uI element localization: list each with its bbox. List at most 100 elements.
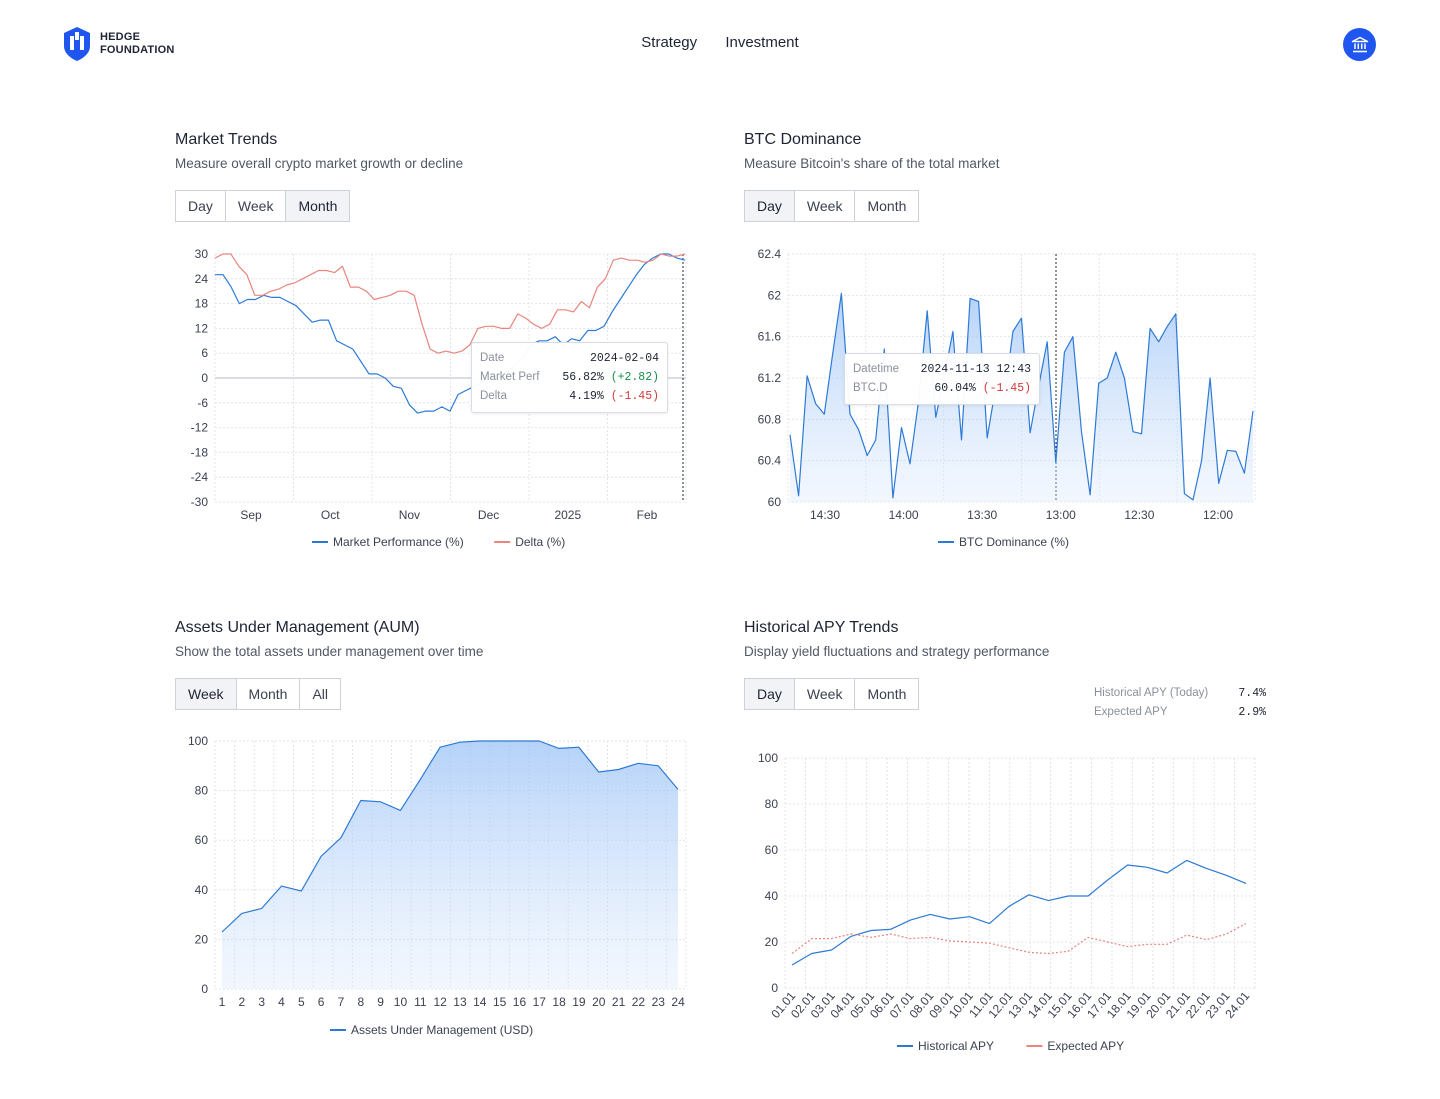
market-x-tick: Oct: [321, 508, 340, 522]
apy-series-line-1: [791, 923, 1247, 955]
apy-chart[interactable]: 100 80 60 40 20 0 01.01 02.01 03.01 04.01 05.01 06.…: [744, 745, 1259, 1055]
aum-x-tick: 22: [632, 995, 646, 1009]
btc-x-tick: 12:00: [1203, 508, 1233, 522]
aum-x-tick: 9: [377, 995, 384, 1009]
aum-area-fill: [222, 741, 678, 989]
aum-x-tick: 6: [318, 995, 325, 1009]
aum-x-tick: 12: [433, 995, 447, 1009]
aum-x-tick: 8: [357, 995, 364, 1009]
tooltip-btcd-change: (-1.45): [982, 382, 1031, 395]
brand-name: HEDGE FOUNDATION: [100, 31, 175, 57]
aum-chart[interactable]: 100 80 60 40 20 0 1 2 3 4 5 6 7 8 9 10 11 12 13 14 15 16 17 18 1…: [175, 730, 690, 1040]
market-series-line-0: [215, 253, 686, 414]
tooltip-perf-value: 56.82%: [562, 371, 604, 384]
aum-x-tick: 16: [513, 995, 527, 1009]
aum-panel: Assets Under Management (AUM) Show the t…: [175, 619, 735, 659]
aum-x-tick: 1: [219, 995, 226, 1009]
market-legend-label: Market Performance (%): [333, 535, 464, 549]
aum-y-tick: 0: [201, 982, 208, 996]
header: HEDGE FOUNDATION Strategy Investment: [0, 0, 1440, 90]
market-y-tick: -18: [191, 445, 209, 459]
aum-x-tick: 17: [533, 995, 547, 1009]
btc-dominance-panel: BTC Dominance Measure Bitcoin's share of…: [744, 131, 1304, 171]
market-trends-panel: Market Trends Measure overall crypto mar…: [175, 131, 735, 171]
aum-tab-week[interactable]: Week: [176, 679, 237, 709]
apy-tab-day[interactable]: Day: [745, 679, 795, 709]
apy-tab-week[interactable]: Week: [794, 679, 856, 709]
market-series-line-1: [214, 253, 686, 354]
market-y-tick: 12: [195, 321, 209, 335]
market-y-tick: -30: [191, 495, 209, 509]
aum-x-tick: 24: [671, 995, 685, 1009]
market-y-tick: -24: [191, 470, 209, 484]
btc-x-tick: 13:30: [967, 508, 997, 522]
aum-x-tick: 7: [338, 995, 345, 1009]
apy-y-tick: 60: [765, 843, 779, 857]
apy-title: Historical APY Trends: [744, 619, 899, 636]
btc-x-tick: 14:30: [810, 508, 840, 522]
market-y-tick: -12: [191, 421, 209, 435]
btc-tab-day[interactable]: Day: [745, 191, 795, 221]
apy-legend-label: Historical APY: [918, 1039, 994, 1053]
account-button[interactable]: [1343, 28, 1376, 61]
aum-y-tick: 20: [195, 932, 209, 946]
apy-stats: Historical APY (Today) 7.4% Expected APY 2…: [1094, 684, 1266, 722]
btc-y-tick: 60: [768, 495, 782, 509]
aum-tab-month[interactable]: Month: [236, 679, 301, 709]
aum-x-tick: 15: [493, 995, 507, 1009]
market-x-tick: Nov: [399, 508, 420, 522]
aum-x-tick: 13: [453, 995, 467, 1009]
market-x-tick: Sep: [240, 508, 262, 522]
apy-chart-svg: 10080604020001.0102.0103.0104.0105.0106.…: [758, 751, 1256, 1053]
market-tab-day[interactable]: Day: [176, 191, 226, 221]
market-chart[interactable]: 30 24 18 12 6 0 -6 -12 -18 -24 -30 Sep Oct Nov Dec 2025…: [175, 240, 690, 555]
market-subtitle: Measure overall crypto market growth or …: [175, 156, 464, 171]
aum-x-tick: 18: [552, 995, 566, 1009]
aum-y-tick: 40: [195, 883, 209, 897]
tooltip-date-label: Date: [480, 352, 505, 364]
btc-series-line-0: [789, 292, 1254, 501]
apy-panel: Historical APY Trends Display yield fluc…: [744, 619, 1304, 659]
market-chart-svg: 30 24 18 12 6 0 -6 -12 -18 -24 -30 Sep Oct Nov Dec 2025…: [191, 247, 687, 549]
market-y-tick: 24: [195, 272, 209, 286]
market-y-tick: 30: [195, 247, 209, 261]
apy-hist-label: Historical APY (Today): [1094, 687, 1209, 699]
btc-y-tick: 62.4: [758, 247, 782, 261]
aum-x-tick: 4: [278, 995, 285, 1009]
apy-tab-month[interactable]: Month: [855, 679, 919, 709]
apy-series-line-0: [791, 859, 1247, 966]
market-y-tick: 6: [201, 346, 208, 360]
aum-y-tick: 100: [188, 734, 208, 748]
apy-exp-label: Expected APY: [1094, 706, 1168, 718]
apy-exp-value: 2.9%: [1238, 706, 1266, 719]
aum-x-tick: 21: [612, 995, 626, 1009]
bank-icon: [1351, 36, 1368, 52]
aum-y-tick: 80: [195, 784, 209, 798]
nav-investment[interactable]: Investment: [725, 34, 799, 51]
market-tab-month[interactable]: Month: [286, 191, 350, 221]
aum-x-tick: 3: [258, 995, 265, 1009]
aum-x-tick: 14: [473, 995, 487, 1009]
btc-tab-month[interactable]: Month: [855, 191, 919, 221]
brand-logo[interactable]: HEDGE FOUNDATION: [62, 26, 175, 62]
main-nav: Strategy Investment: [0, 34, 1440, 51]
aum-x-tick: 5: [298, 995, 305, 1009]
btc-x-tick: 14:00: [889, 508, 919, 522]
btc-tab-week[interactable]: Week: [794, 191, 856, 221]
aum-tab-all[interactable]: All: [300, 679, 341, 709]
market-x-tick: 2025: [554, 508, 581, 522]
apy-hist-value: 7.4%: [1238, 687, 1266, 700]
apy-y-tick: 0: [771, 981, 778, 995]
market-y-tick: -6: [197, 396, 208, 410]
btc-x-tick: 12:30: [1124, 508, 1154, 522]
aum-y-tick: 60: [195, 833, 209, 847]
tooltip-delta-value: 4.19%: [569, 390, 604, 403]
market-tooltip: Date 2024-02-04 Market Perf 56.82% (+2.82)…: [471, 342, 668, 413]
nav-strategy[interactable]: Strategy: [641, 34, 698, 51]
aum-x-tick: 2: [238, 995, 245, 1009]
aum-x-tick: 19: [572, 995, 586, 1009]
aum-x-tick: 10: [394, 995, 408, 1009]
tooltip-delta-label: Delta: [480, 390, 507, 402]
market-tab-week[interactable]: Week: [225, 191, 287, 221]
aum-title: Assets Under Management (AUM): [175, 619, 420, 636]
